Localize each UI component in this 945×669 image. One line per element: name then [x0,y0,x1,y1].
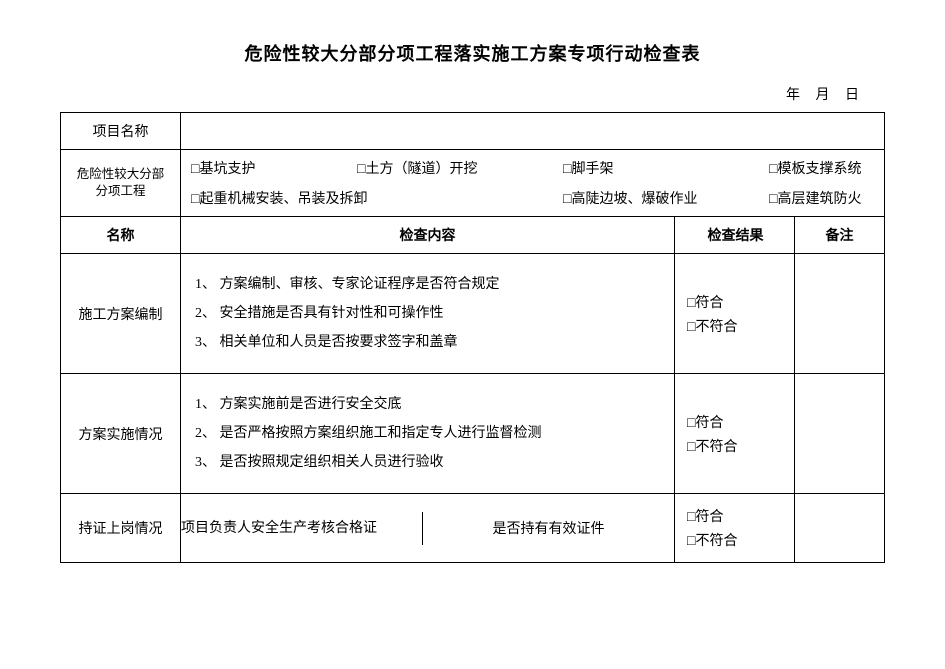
content-item: 2、 安全措施是否具有针对性和可操作性 [195,303,664,324]
page-title: 危险性较大分部分项工程落实施工方案专项行动检查表 [60,40,885,66]
row-note[interactable] [795,254,885,374]
date-line: 年 月 日 [60,84,885,104]
checkbox-foundation-pit[interactable]: □基坑支护 [191,158,351,178]
checkbox-slope-blast[interactable]: □高陡边坡、爆破作业 [563,188,763,208]
header-result: 检查结果 [675,217,795,254]
table-row: 危险性较大分部分项工程 □基坑支护 □土方（隧道）开挖 □脚手架 □模板支撑系统… [61,150,885,217]
table-row: 施工方案编制 1、 方案编制、审核、专家论证程序是否符合规定 2、 安全措施是否… [61,254,885,374]
table-header-row: 名称 检查内容 检查结果 备注 [61,217,885,254]
label-project-name: 项目名称 [61,113,181,150]
cert-left-label: 项目负责人安全生产考核合格证 [181,512,422,545]
checkbox-highrise-fire[interactable]: □高层建筑防火 [769,188,945,208]
category-checkboxes: □基坑支护 □土方（隧道）开挖 □脚手架 □模板支撑系统 □起重机械安装、吊装及… [181,150,885,217]
header-content: 检查内容 [181,217,675,254]
row-note[interactable] [795,374,885,494]
checkbox-nonconform[interactable]: □不符合 [687,316,784,336]
cert-right-label: 是否持有有效证件 [422,512,674,545]
content-item: 3、 是否按照规定组织相关人员进行验收 [195,452,664,473]
row-result: □符合 □不符合 [675,374,795,494]
row-result: □符合 □不符合 [675,494,795,563]
content-item: 1、 方案实施前是否进行安全交底 [195,394,664,415]
row-note[interactable] [795,494,885,563]
checkbox-conform[interactable]: □符合 [687,506,784,526]
value-project-name[interactable] [181,113,885,150]
checkbox-earthwork[interactable]: □土方（隧道）开挖 [357,158,557,178]
header-note: 备注 [795,217,885,254]
label-category: 危险性较大分部分项工程 [61,150,181,217]
inspection-table: 项目名称 危险性较大分部分项工程 □基坑支护 □土方（隧道）开挖 □脚手架 □模… [60,112,885,563]
table-row: 持证上岗情况 项目负责人安全生产考核合格证 是否持有有效证件 □符合 □不符合 [61,494,885,563]
checkbox-conform[interactable]: □符合 [687,292,784,312]
checkbox-crane[interactable]: □起重机械安装、吊装及拆卸 [191,188,557,208]
content-item: 2、 是否严格按照方案组织施工和指定专人进行监督检测 [195,423,664,444]
content-item: 3、 相关单位和人员是否按要求签字和盖章 [195,332,664,353]
content-item: 1、 方案编制、审核、专家论证程序是否符合规定 [195,274,664,295]
row-content: 1、 方案编制、审核、专家论证程序是否符合规定 2、 安全措施是否具有针对性和可… [181,254,675,374]
header-name: 名称 [61,217,181,254]
row-content-split: 项目负责人安全生产考核合格证 是否持有有效证件 [181,494,675,563]
checkbox-nonconform[interactable]: □不符合 [687,436,784,456]
checkbox-scaffold[interactable]: □脚手架 [563,158,763,178]
row-name: 持证上岗情况 [61,494,181,563]
row-name: 施工方案编制 [61,254,181,374]
row-result: □符合 □不符合 [675,254,795,374]
table-row: 项目名称 [61,113,885,150]
checkbox-formwork[interactable]: □模板支撑系统 [769,158,945,178]
checkbox-nonconform[interactable]: □不符合 [687,530,784,550]
row-content: 1、 方案实施前是否进行安全交底 2、 是否严格按照方案组织施工和指定专人进行监… [181,374,675,494]
table-row: 方案实施情况 1、 方案实施前是否进行安全交底 2、 是否严格按照方案组织施工和… [61,374,885,494]
row-name: 方案实施情况 [61,374,181,494]
checkbox-conform[interactable]: □符合 [687,412,784,432]
